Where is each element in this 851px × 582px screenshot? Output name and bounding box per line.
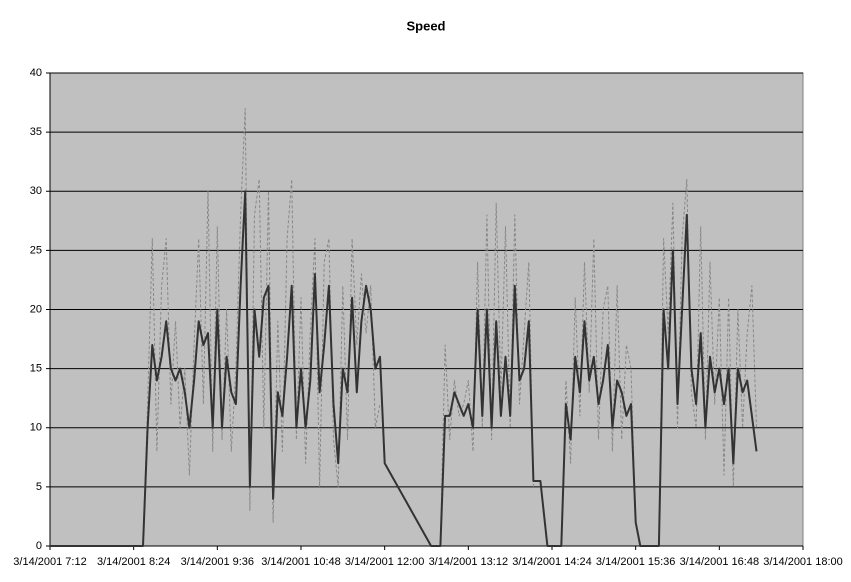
x-tick-label: 3/14/2001 18:00 bbox=[763, 556, 843, 568]
x-tick-label: 3/14/2001 8:24 bbox=[97, 556, 170, 568]
x-tick-label: 3/14/2001 10:48 bbox=[261, 556, 341, 568]
x-tick-label: 3/14/2001 9:36 bbox=[181, 556, 254, 568]
x-tick-label: 3/14/2001 7:12 bbox=[13, 556, 86, 568]
x-tick-label: 3/14/2001 16:48 bbox=[680, 556, 760, 568]
y-tick-label: 30 bbox=[30, 185, 42, 197]
series-line bbox=[50, 190, 758, 547]
y-tick-label: 5 bbox=[36, 481, 42, 493]
y-tick-label: 20 bbox=[30, 303, 42, 315]
y-tick-label: 15 bbox=[30, 363, 42, 375]
y-tick-label: 40 bbox=[30, 67, 42, 79]
x-tick-label: 3/14/2001 15:36 bbox=[596, 556, 676, 568]
x-tick-label: 3/14/2001 12:00 bbox=[345, 556, 425, 568]
x-tick-label: 3/14/2001 14:24 bbox=[512, 556, 592, 568]
y-tick-label: 10 bbox=[30, 422, 42, 434]
y-tick-label: 25 bbox=[30, 244, 42, 256]
chart-title: Speed bbox=[406, 18, 445, 33]
x-tick-label: 3/14/2001 13:12 bbox=[429, 556, 509, 568]
y-tick-label: 35 bbox=[30, 126, 42, 138]
y-tick-label: 0 bbox=[36, 540, 42, 552]
